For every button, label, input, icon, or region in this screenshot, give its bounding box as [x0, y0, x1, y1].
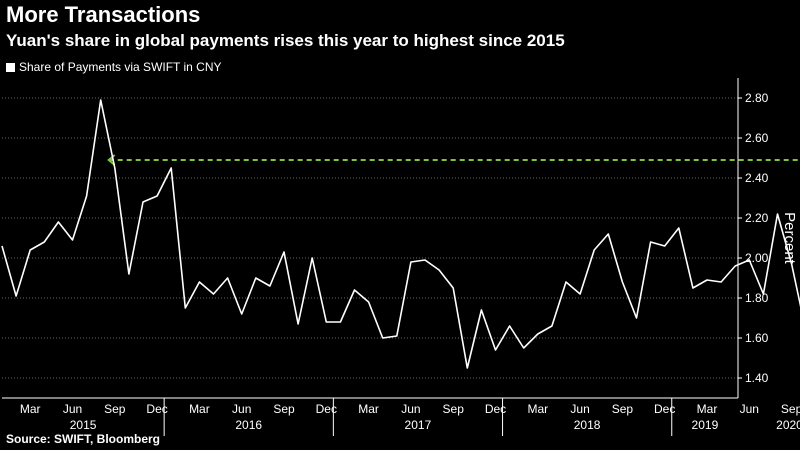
x-tick-label: Mar: [20, 402, 41, 416]
source-note: Source: SWIFT, Bloomberg: [6, 432, 161, 446]
x-tick-label: Jun: [570, 402, 589, 416]
x-tick-label: Mar: [189, 402, 210, 416]
x-tick-label: Jun: [740, 402, 759, 416]
x-tick-label: Dec: [654, 402, 675, 416]
legend-swatch: [6, 62, 15, 72]
chart-subtitle: Yuan's share in global payments rises th…: [6, 31, 565, 50]
x-tick-label: Sep: [781, 402, 800, 416]
x-year-label: 2016: [235, 418, 262, 432]
x-tick-label: Sep: [273, 402, 295, 416]
x-tick-label: Jun: [232, 402, 251, 416]
y-tick-label: 2.00: [745, 251, 769, 265]
x-tick-label: Sep: [612, 402, 634, 416]
x-tick-label: Dec: [316, 402, 337, 416]
y-tick-label: 2.80: [745, 91, 769, 105]
x-year-label: 2015: [70, 418, 97, 432]
y-axis-label: Percent: [781, 212, 798, 265]
x-tick-label: Mar: [358, 402, 379, 416]
legend-label: Share of Payments via SWIFT in CNY: [19, 60, 222, 74]
x-tick-label: Dec: [485, 402, 506, 416]
legend: Share of Payments via SWIFT in CNY: [6, 60, 222, 74]
x-tick-label: Jun: [401, 402, 420, 416]
x-year-label: 2018: [574, 418, 601, 432]
x-tick-label: Dec: [146, 402, 167, 416]
y-tick-label: 2.20: [745, 211, 769, 225]
x-tick-label: Mar: [527, 402, 548, 416]
y-tick-label: 1.40: [745, 371, 769, 385]
x-tick-label: Jun: [63, 402, 82, 416]
x-tick-label: Sep: [104, 402, 126, 416]
series-line: [1, 99, 800, 369]
x-tick-label: Mar: [697, 402, 718, 416]
x-year-label: 2017: [405, 418, 432, 432]
x-year-label: 2019: [692, 418, 719, 432]
y-tick-label: 1.60: [745, 331, 769, 345]
chart-title: More Transactions: [6, 2, 201, 27]
x-year-label: 2020: [776, 418, 800, 432]
y-tick-label: 2.40: [745, 171, 769, 185]
x-tick-label: Sep: [443, 402, 465, 416]
y-tick-label: 1.80: [745, 291, 769, 305]
y-tick-label: 2.60: [745, 131, 769, 145]
